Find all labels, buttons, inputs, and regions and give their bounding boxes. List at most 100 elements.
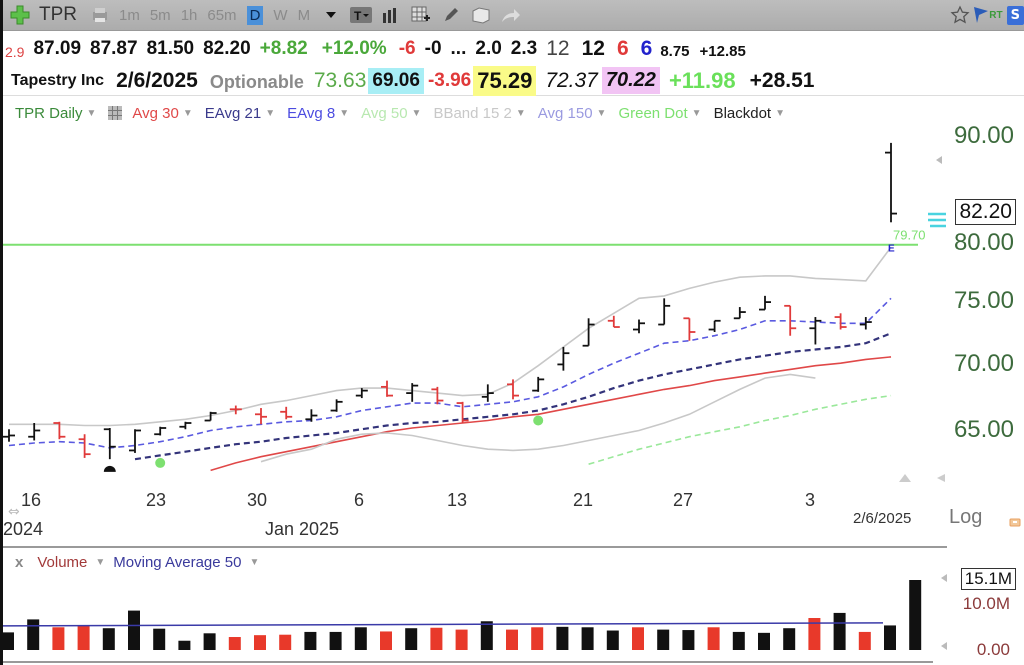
volume-bar[interactable] [203,633,216,650]
draw-pencil-icon[interactable] [440,4,462,26]
add-symbol-icon[interactable] [9,4,31,26]
chevron-down-icon[interactable]: ▼ [265,107,276,119]
star-icon[interactable] [949,4,971,26]
legend-eavg-8[interactable]: EAvg 8 [287,104,336,122]
volume-bar[interactable] [254,635,266,650]
interval-daily[interactable]: D [246,5,264,25]
ohlc-bar[interactable] [507,379,519,400]
legend-eavg-21[interactable]: EAvg 21 [204,104,262,122]
volume-chart-plot[interactable] [3,572,933,665]
volume-bar[interactable] [128,610,140,650]
volume-bar[interactable] [178,640,191,650]
legend-chart-name[interactable]: TPR Daily [15,104,83,122]
volume-bar[interactable] [581,627,594,650]
volume-bar[interactable] [279,634,292,650]
ohlc-bar[interactable] [633,319,645,334]
volume-bar[interactable] [909,580,922,650]
chevron-down-icon[interactable]: ▼ [249,557,260,568]
panel-divider[interactable] [3,546,947,548]
legend-avg-50[interactable]: Avg 50 [361,104,408,122]
legend-green-dot[interactable]: Green Dot [618,104,688,122]
grid-icon[interactable] [108,106,123,120]
ohlc-bar[interactable] [859,317,872,330]
volume-bar[interactable] [506,629,518,650]
realtime-label[interactable]: RT [989,9,1003,21]
add-table-icon[interactable] [410,4,432,26]
legend-blackdot[interactable]: Blackdot [713,104,772,122]
interval-weekly[interactable]: W [273,6,288,24]
ma-label[interactable]: Moving Average 50 [113,554,242,571]
volume-bar[interactable] [27,619,40,650]
share-arrow-icon[interactable] [500,4,522,26]
ohlc-bar[interactable] [305,409,318,422]
ohlc-bar[interactable] [582,318,595,347]
ohlc-bar[interactable] [103,428,116,460]
ohlc-bar[interactable] [759,295,771,311]
flag-icon[interactable] [973,4,989,26]
ohlc-bar[interactable] [658,298,671,326]
bar-chart-icon[interactable] [380,4,402,26]
ohlc-bar[interactable] [708,319,721,333]
chevron-down-icon[interactable]: ▼ [596,107,607,119]
ohlc-bar[interactable] [28,423,41,441]
ohlc-bar[interactable] [456,401,469,424]
folder-icon[interactable] [470,4,492,26]
volume-bar[interactable] [52,627,65,650]
volume-bar[interactable] [783,628,796,650]
ohlc-bar[interactable] [406,383,419,402]
ohlc-bar[interactable] [179,421,192,430]
ohlc-bar[interactable] [355,388,368,399]
ohlc-bar[interactable] [784,304,797,336]
volume-bar[interactable] [102,628,115,650]
pan-arrows-icon[interactable]: ⇔ [8,504,20,520]
text-tool-icon[interactable]: T [350,4,373,26]
price-chart-plot[interactable]: E79.70 [3,126,933,486]
ohlc-bar[interactable] [78,434,91,458]
volume-bar[interactable] [228,637,241,650]
volume-bar[interactable] [380,631,392,650]
chevron-down-icon[interactable]: ▼ [411,107,422,119]
volume-bar[interactable] [480,621,493,650]
ohlc-bar[interactable] [154,426,167,436]
chevron-down-icon[interactable]: ▼ [86,107,97,119]
legend-avg-150[interactable]: Avg 150 [537,104,593,122]
volume-bar[interactable] [833,612,846,650]
ohlc-bar[interactable] [3,429,15,442]
ohlc-bar[interactable] [885,142,897,223]
volume-bar[interactable] [77,625,90,650]
ohlc-bar[interactable] [733,307,746,320]
interval-monthly[interactable]: M [297,6,311,24]
ohlc-bar[interactable] [481,384,494,402]
interval-5m[interactable]: 5m [149,6,171,24]
ohlc-bar[interactable] [532,376,545,392]
volume-label[interactable]: Volume [37,554,88,571]
ohlc-bar[interactable] [53,421,66,440]
interval-1h[interactable]: 1h [180,6,198,24]
earnings-marker[interactable]: E [888,244,895,255]
scroll-arrows[interactable] [893,470,953,486]
volume-bar[interactable] [430,627,443,650]
ohlc-bar[interactable] [280,406,293,420]
interval-dropdown-icon[interactable] [320,4,342,26]
symbol-label[interactable]: TPR [39,4,77,25]
chevron-down-icon[interactable]: ▼ [182,107,193,119]
volume-bar[interactable] [3,632,14,650]
ohlc-bar[interactable] [229,405,242,415]
ohlc-bar[interactable] [607,315,620,328]
volume-bar[interactable] [556,626,569,650]
chevron-down-icon[interactable]: ▼ [775,107,786,119]
ohlc-bar[interactable] [381,380,393,397]
volume-bar[interactable] [632,627,644,650]
volume-bar[interactable] [304,631,317,650]
volume-bar[interactable] [531,627,544,650]
volume-bar[interactable] [405,628,418,650]
volume-bar[interactable] [455,629,468,650]
interval-65m[interactable]: 65m [207,6,237,24]
lock-icon[interactable] [1009,512,1021,531]
ohlc-bar[interactable] [834,313,847,330]
ohlc-bar[interactable] [330,399,343,412]
chevron-down-icon[interactable]: ▼ [515,107,526,119]
chevron-down-icon[interactable]: ▼ [95,557,106,568]
volume-bar[interactable] [682,630,695,650]
ohlc-bar[interactable] [683,317,696,341]
